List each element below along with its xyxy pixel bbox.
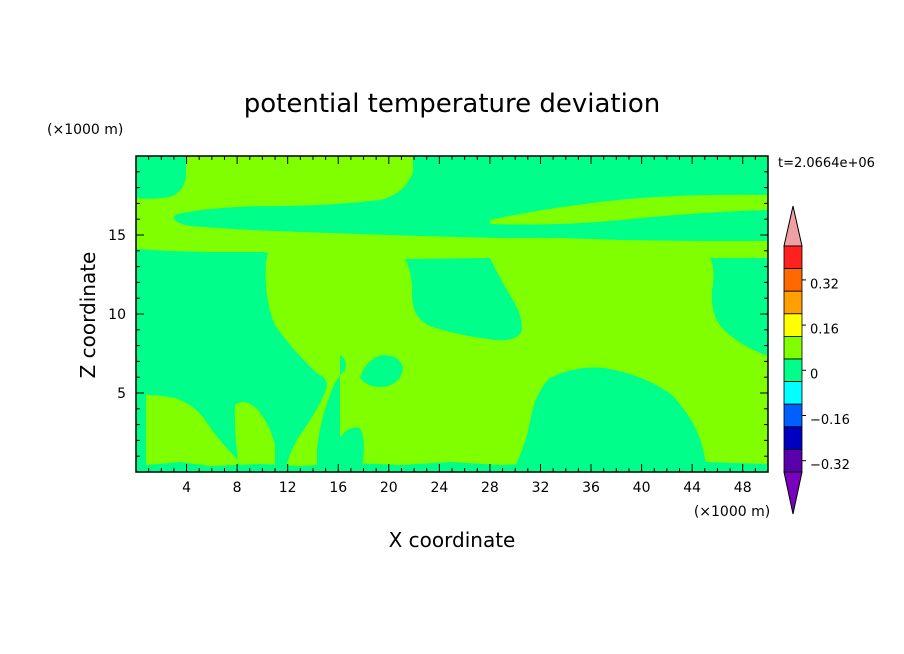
contour-region [136,249,327,472]
x-tick-label: 16 [329,480,347,496]
x-tick-label: 4 [182,480,191,496]
tick-marks [136,156,768,472]
colorbar-label: 0.32 [810,277,839,292]
colorbar-segment [783,358,803,383]
colorbar-segment [783,381,803,405]
colorbar-label: −0.32 [810,458,850,473]
y-tick-label: 15 [108,228,126,244]
colorbar-segment [783,268,803,292]
x-axis-label: X coordinate [389,528,516,552]
x-tick-label: 44 [683,480,701,496]
colorbar-segment [783,448,803,473]
chart-title: potential temperature deviation [244,89,660,119]
y-tick-labels: 5 10 15 [108,228,126,402]
x-tick-label: 36 [582,480,600,496]
colorbar-label: −0.16 [810,413,850,428]
contour-region [710,258,768,356]
contour-region [317,355,346,472]
x-unit-label: (×1000 m) [694,504,770,520]
contour-region [140,243,768,253]
colorbar-segment [783,245,803,270]
contour-region [490,194,768,225]
colorbar-segment [783,335,803,360]
y-unit-label: (×1000 m) [47,122,123,138]
colorbar-bottom-arrow [783,471,803,515]
x-tick-label: 32 [532,480,550,496]
contour-region [136,462,768,472]
contour-region [512,367,768,472]
y-tick-label: 10 [108,307,126,323]
colorbar-label: 0.16 [810,322,839,337]
colorbar-segment [783,313,803,337]
contour-region [340,427,364,472]
x-tick-label: 24 [430,480,448,496]
contour-region [136,156,186,199]
negative-regions [136,156,768,472]
colorbar-top-arrow [783,205,803,247]
colorbar-labels: 0.32 0.16 0 −0.16 −0.32 [802,277,850,473]
y-tick-label: 5 [117,386,126,402]
x-tick-label: 48 [734,480,752,496]
x-tick-label: 40 [633,480,651,496]
y-axis-label: Z coordinate [76,252,100,379]
x-tick-label: 8 [233,480,242,496]
colorbar-segment [783,426,803,450]
colorbar-segment [783,290,803,315]
colorbar-label: 0 [810,368,818,383]
positive-regions [140,194,768,253]
colorbar-segment [783,403,803,428]
x-tick-label: 12 [279,480,297,496]
time-label: t=2.0664e+06 [778,156,875,171]
x-tick-label: 28 [481,480,499,496]
x-tick-label: 20 [380,480,398,496]
contour-region [360,355,403,387]
x-tick-labels: 4 8 12 16 20 24 28 32 36 40 44 48 [182,480,752,496]
colorbar [783,205,803,515]
contour-region [405,258,523,341]
